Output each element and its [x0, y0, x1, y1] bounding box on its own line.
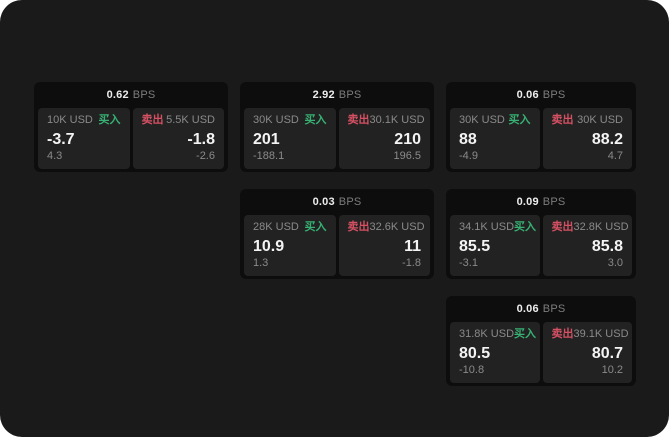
bps-value: 0.06	[516, 89, 539, 101]
bps-value: 0.06	[516, 303, 539, 315]
sell-panel[interactable]: 卖出 32.8K USD 85.8 3.0	[542, 215, 632, 276]
sell-change: -1.8	[402, 257, 421, 269]
quote-card: 0.06 BPS 31.8K USD 买入 80.5 -10.8 卖出 39.1…	[446, 296, 636, 386]
sell-panel[interactable]: 卖出 32.6K USD 11 -1.8	[338, 215, 430, 276]
buy-panel[interactable]: 31.8K USD 买入 80.5 -10.8	[450, 322, 540, 383]
bps-unit-label: BPS	[542, 89, 566, 101]
sell-change: -2.6	[196, 150, 215, 162]
buy-side-label: 买入	[508, 114, 531, 126]
buy-amount: 30K USD	[459, 114, 505, 126]
buy-amount: 10K USD	[47, 114, 93, 126]
sell-price: 85.8	[591, 238, 623, 255]
sell-amount: 32.8K USD	[573, 221, 629, 233]
bps-value: 0.62	[106, 89, 129, 101]
sell-change: 3.0	[607, 257, 623, 269]
buy-panel[interactable]: 30K USD 买入 88 -4.9	[450, 108, 540, 169]
buy-amount: 28K USD	[253, 221, 299, 233]
buy-amount: 30K USD	[253, 114, 299, 126]
buy-change: 4.3	[47, 150, 63, 162]
bps-unit-label: BPS	[542, 196, 566, 208]
sell-panel[interactable]: 卖出 39.1K USD 80.7 10.2	[542, 322, 632, 383]
sell-change: 4.7	[607, 150, 623, 162]
buy-change: 1.3	[253, 257, 269, 269]
sell-amount: 5.5K USD	[166, 114, 215, 126]
buy-change: -10.8	[459, 364, 485, 376]
panels: 30K USD 买入 88 -4.9 卖出 30K USD 88.2 4.7	[446, 108, 636, 173]
sell-amount: 32.6K USD	[369, 221, 425, 233]
buy-panel[interactable]: 10K USD 买入 -3.7 4.3	[38, 108, 130, 169]
sell-amount: 30K USD	[577, 114, 623, 126]
sell-amount: 30.1K USD	[369, 114, 425, 126]
quote-card: 0.06 BPS 30K USD 买入 88 -4.9 卖出 30K USD	[446, 82, 636, 172]
sell-panel[interactable]: 卖出 30K USD 88.2 4.7	[542, 108, 632, 169]
panels: 30K USD 买入 201 -188.1 卖出 30.1K USD 210 1…	[240, 108, 434, 173]
buy-amount: 31.8K USD	[459, 328, 515, 340]
sell-price: 80.7	[591, 345, 623, 362]
sell-side-label: 卖出	[347, 114, 370, 126]
buy-panel[interactable]: 34.1K USD 买入 85.5 -3.1	[450, 215, 540, 276]
card-header: 0.62 BPS	[34, 82, 228, 108]
panels: 34.1K USD 买入 85.5 -3.1 卖出 32.8K USD 85.8…	[446, 215, 636, 280]
panels: 31.8K USD 买入 80.5 -10.8 卖出 39.1K USD 80.…	[446, 322, 636, 387]
sell-side-label: 卖出	[551, 114, 574, 126]
sell-side-label: 卖出	[347, 221, 370, 233]
buy-side-label: 买入	[514, 221, 537, 233]
sell-side-label: 卖出	[141, 114, 164, 126]
sell-change: 196.5	[393, 150, 421, 162]
buy-price: 88	[459, 131, 477, 148]
buy-price: 201	[253, 131, 280, 148]
buy-amount: 34.1K USD	[459, 221, 515, 233]
bps-value: 2.92	[312, 89, 335, 101]
sell-price: 210	[394, 131, 421, 148]
quote-card: 2.92 BPS 30K USD 买入 201 -188.1 卖出 30.1K …	[240, 82, 434, 172]
card-header: 0.03 BPS	[240, 189, 434, 215]
sell-panel[interactable]: 卖出 30.1K USD 210 196.5	[338, 108, 430, 169]
buy-side-label: 买入	[304, 221, 327, 233]
buy-price: -3.7	[47, 131, 75, 148]
card-header: 0.06 BPS	[446, 296, 636, 322]
bps-unit-label: BPS	[132, 89, 156, 101]
buy-panel[interactable]: 30K USD 买入 201 -188.1	[244, 108, 336, 169]
buy-change: -3.1	[459, 257, 478, 269]
sell-price: 11	[404, 238, 421, 255]
buy-price: 80.5	[459, 345, 491, 362]
quote-cards-grid: 0.62 BPS 10K USD 买入 -3.7 4.3 卖出 5.5K USD	[34, 82, 636, 386]
sell-change: 10.2	[601, 364, 623, 376]
sell-price: -1.8	[187, 131, 215, 148]
sell-side-label: 卖出	[551, 221, 574, 233]
bps-unit-label: BPS	[338, 89, 362, 101]
bps-unit-label: BPS	[338, 196, 362, 208]
buy-price: 10.9	[253, 238, 285, 255]
sell-panel[interactable]: 卖出 5.5K USD -1.8 -2.6	[132, 108, 224, 169]
card-header: 0.09 BPS	[446, 189, 636, 215]
panels: 28K USD 买入 10.9 1.3 卖出 32.6K USD 11 -1.8	[240, 215, 434, 280]
buy-side-label: 买入	[514, 328, 537, 340]
buy-change: -4.9	[459, 150, 478, 162]
quote-card: 0.09 BPS 34.1K USD 买入 85.5 -3.1 卖出 32.8K…	[446, 189, 636, 279]
bps-unit-label: BPS	[542, 303, 566, 315]
card-header: 2.92 BPS	[240, 82, 434, 108]
buy-change: -188.1	[253, 150, 285, 162]
buy-price: 85.5	[459, 238, 491, 255]
buy-panel[interactable]: 28K USD 买入 10.9 1.3	[244, 215, 336, 276]
bps-value: 0.03	[312, 196, 335, 208]
quote-card: 0.03 BPS 28K USD 买入 10.9 1.3 卖出 32.6K US…	[240, 189, 434, 279]
card-header: 0.06 BPS	[446, 82, 636, 108]
bps-value: 0.09	[516, 196, 539, 208]
panels: 10K USD 买入 -3.7 4.3 卖出 5.5K USD -1.8 -2.…	[34, 108, 228, 173]
buy-side-label: 买入	[98, 114, 121, 126]
sell-side-label: 卖出	[551, 328, 574, 340]
quote-card: 0.62 BPS 10K USD 买入 -3.7 4.3 卖出 5.5K USD	[34, 82, 228, 172]
sell-price: 88.2	[591, 131, 623, 148]
sell-amount: 39.1K USD	[573, 328, 629, 340]
buy-side-label: 买入	[304, 114, 327, 126]
